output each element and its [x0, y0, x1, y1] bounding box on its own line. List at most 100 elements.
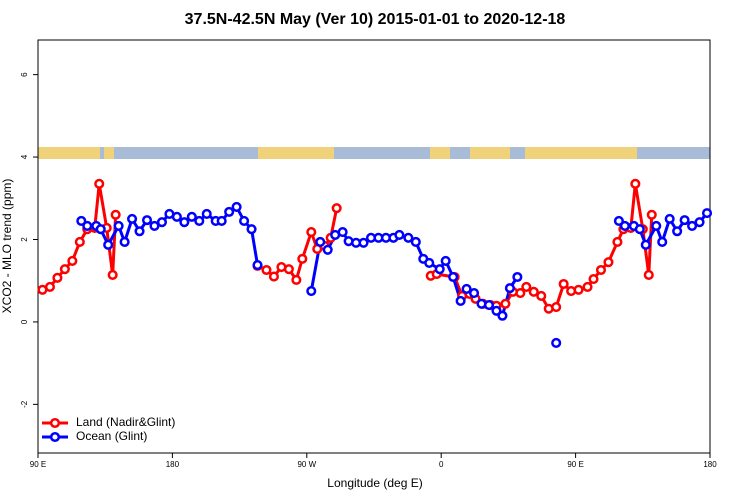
data-point: [504, 283, 515, 294]
data-point: [252, 259, 263, 271]
data-point: [651, 220, 662, 231]
data-point: [201, 208, 212, 219]
data-point: [127, 213, 138, 224]
data-point: [613, 215, 624, 226]
data-point: [694, 217, 705, 228]
data-point: [497, 310, 508, 321]
legend-marker: [49, 417, 61, 429]
land-strip: [525, 147, 637, 159]
data-point: [701, 208, 713, 219]
data-point: [186, 211, 197, 222]
data-point: [403, 232, 414, 243]
data-point: [440, 255, 451, 266]
data-point: [331, 203, 342, 214]
x-tick-label: 180: [703, 460, 717, 469]
land-strip: [470, 147, 510, 159]
data-point: [179, 217, 190, 228]
x-tick-label: 90 W: [297, 460, 316, 469]
data-point: [134, 226, 145, 237]
data-point: [171, 211, 182, 222]
land-strip: [430, 147, 450, 159]
data-point: [315, 236, 326, 248]
chart-title: 37.5N-42.5N May (Ver 10) 2015-01-01 to 2…: [185, 11, 566, 28]
data-point: [268, 271, 279, 282]
data-point: [306, 285, 317, 297]
data-point: [119, 236, 130, 248]
data-point: [94, 178, 105, 189]
data-point: [358, 237, 369, 248]
data-point: [558, 278, 569, 290]
data-point: [76, 215, 87, 226]
data-point: [483, 299, 495, 311]
land-strip: [38, 147, 100, 159]
data-point: [551, 337, 562, 348]
data-point: [216, 215, 227, 226]
legend-label: Ocean (Glint): [76, 429, 147, 443]
data-point: [283, 264, 294, 275]
data-point: [521, 281, 532, 292]
data-point: [634, 224, 645, 235]
data-point: [434, 264, 445, 275]
data-point: [246, 224, 257, 235]
data-point: [297, 253, 308, 264]
data-point: [646, 209, 657, 220]
data-point: [528, 286, 539, 297]
data-point: [337, 227, 348, 238]
legend-marker: [49, 431, 61, 443]
data-point: [469, 288, 480, 299]
x-axis-label: Longitude (deg E): [327, 476, 422, 490]
data-point: [619, 220, 630, 231]
data-point: [394, 229, 405, 241]
data-point: [679, 215, 690, 226]
data-point: [512, 271, 523, 283]
data-point: [595, 264, 607, 276]
data-point: [551, 302, 562, 313]
data-point: [515, 288, 526, 299]
data-point: [149, 220, 160, 231]
data-point: [630, 178, 641, 189]
y-tick-label: 2: [20, 237, 29, 242]
data-point: [107, 269, 118, 280]
data-point: [664, 213, 675, 224]
land-strip: [104, 147, 114, 159]
data-point: [672, 226, 683, 237]
data-point: [59, 264, 70, 275]
map-strip: [38, 147, 710, 159]
data-point: [491, 305, 502, 316]
x-tick-label: 90 E: [567, 460, 583, 469]
data-point: [536, 290, 547, 302]
data-point: [588, 274, 599, 285]
y-tick-label: -2: [20, 400, 29, 408]
data-point: [603, 257, 614, 268]
x-tick-label: 180: [166, 460, 180, 469]
data-point: [582, 281, 593, 292]
data-point: [461, 283, 472, 295]
data-point: [687, 220, 698, 231]
land-strip: [258, 147, 334, 159]
data-point: [410, 236, 421, 248]
data-point: [643, 269, 654, 280]
y-tick-label: 6: [20, 72, 29, 77]
data-point: [231, 201, 242, 212]
data-point: [500, 298, 511, 309]
x-tick-label: 0: [439, 460, 444, 469]
plot-frame: [37, 39, 711, 454]
data-point: [95, 224, 106, 235]
data-point: [67, 255, 78, 266]
data-point: [322, 244, 333, 255]
data-point: [194, 215, 205, 226]
legend-label: Land (Nadir&Glint): [76, 415, 175, 429]
y-tick-label: 0: [20, 319, 29, 324]
y-axis-label: XCO2 - MLO trend (ppm): [0, 179, 14, 314]
data-point: [261, 264, 272, 276]
y-tick-label: 4: [20, 154, 29, 159]
data-point: [612, 236, 623, 248]
data-point: [113, 220, 124, 231]
data-point: [156, 217, 167, 228]
data-point: [82, 220, 93, 231]
data-point: [448, 271, 459, 283]
data-point: [141, 215, 153, 226]
data-point: [291, 274, 302, 285]
data-point: [52, 272, 63, 283]
